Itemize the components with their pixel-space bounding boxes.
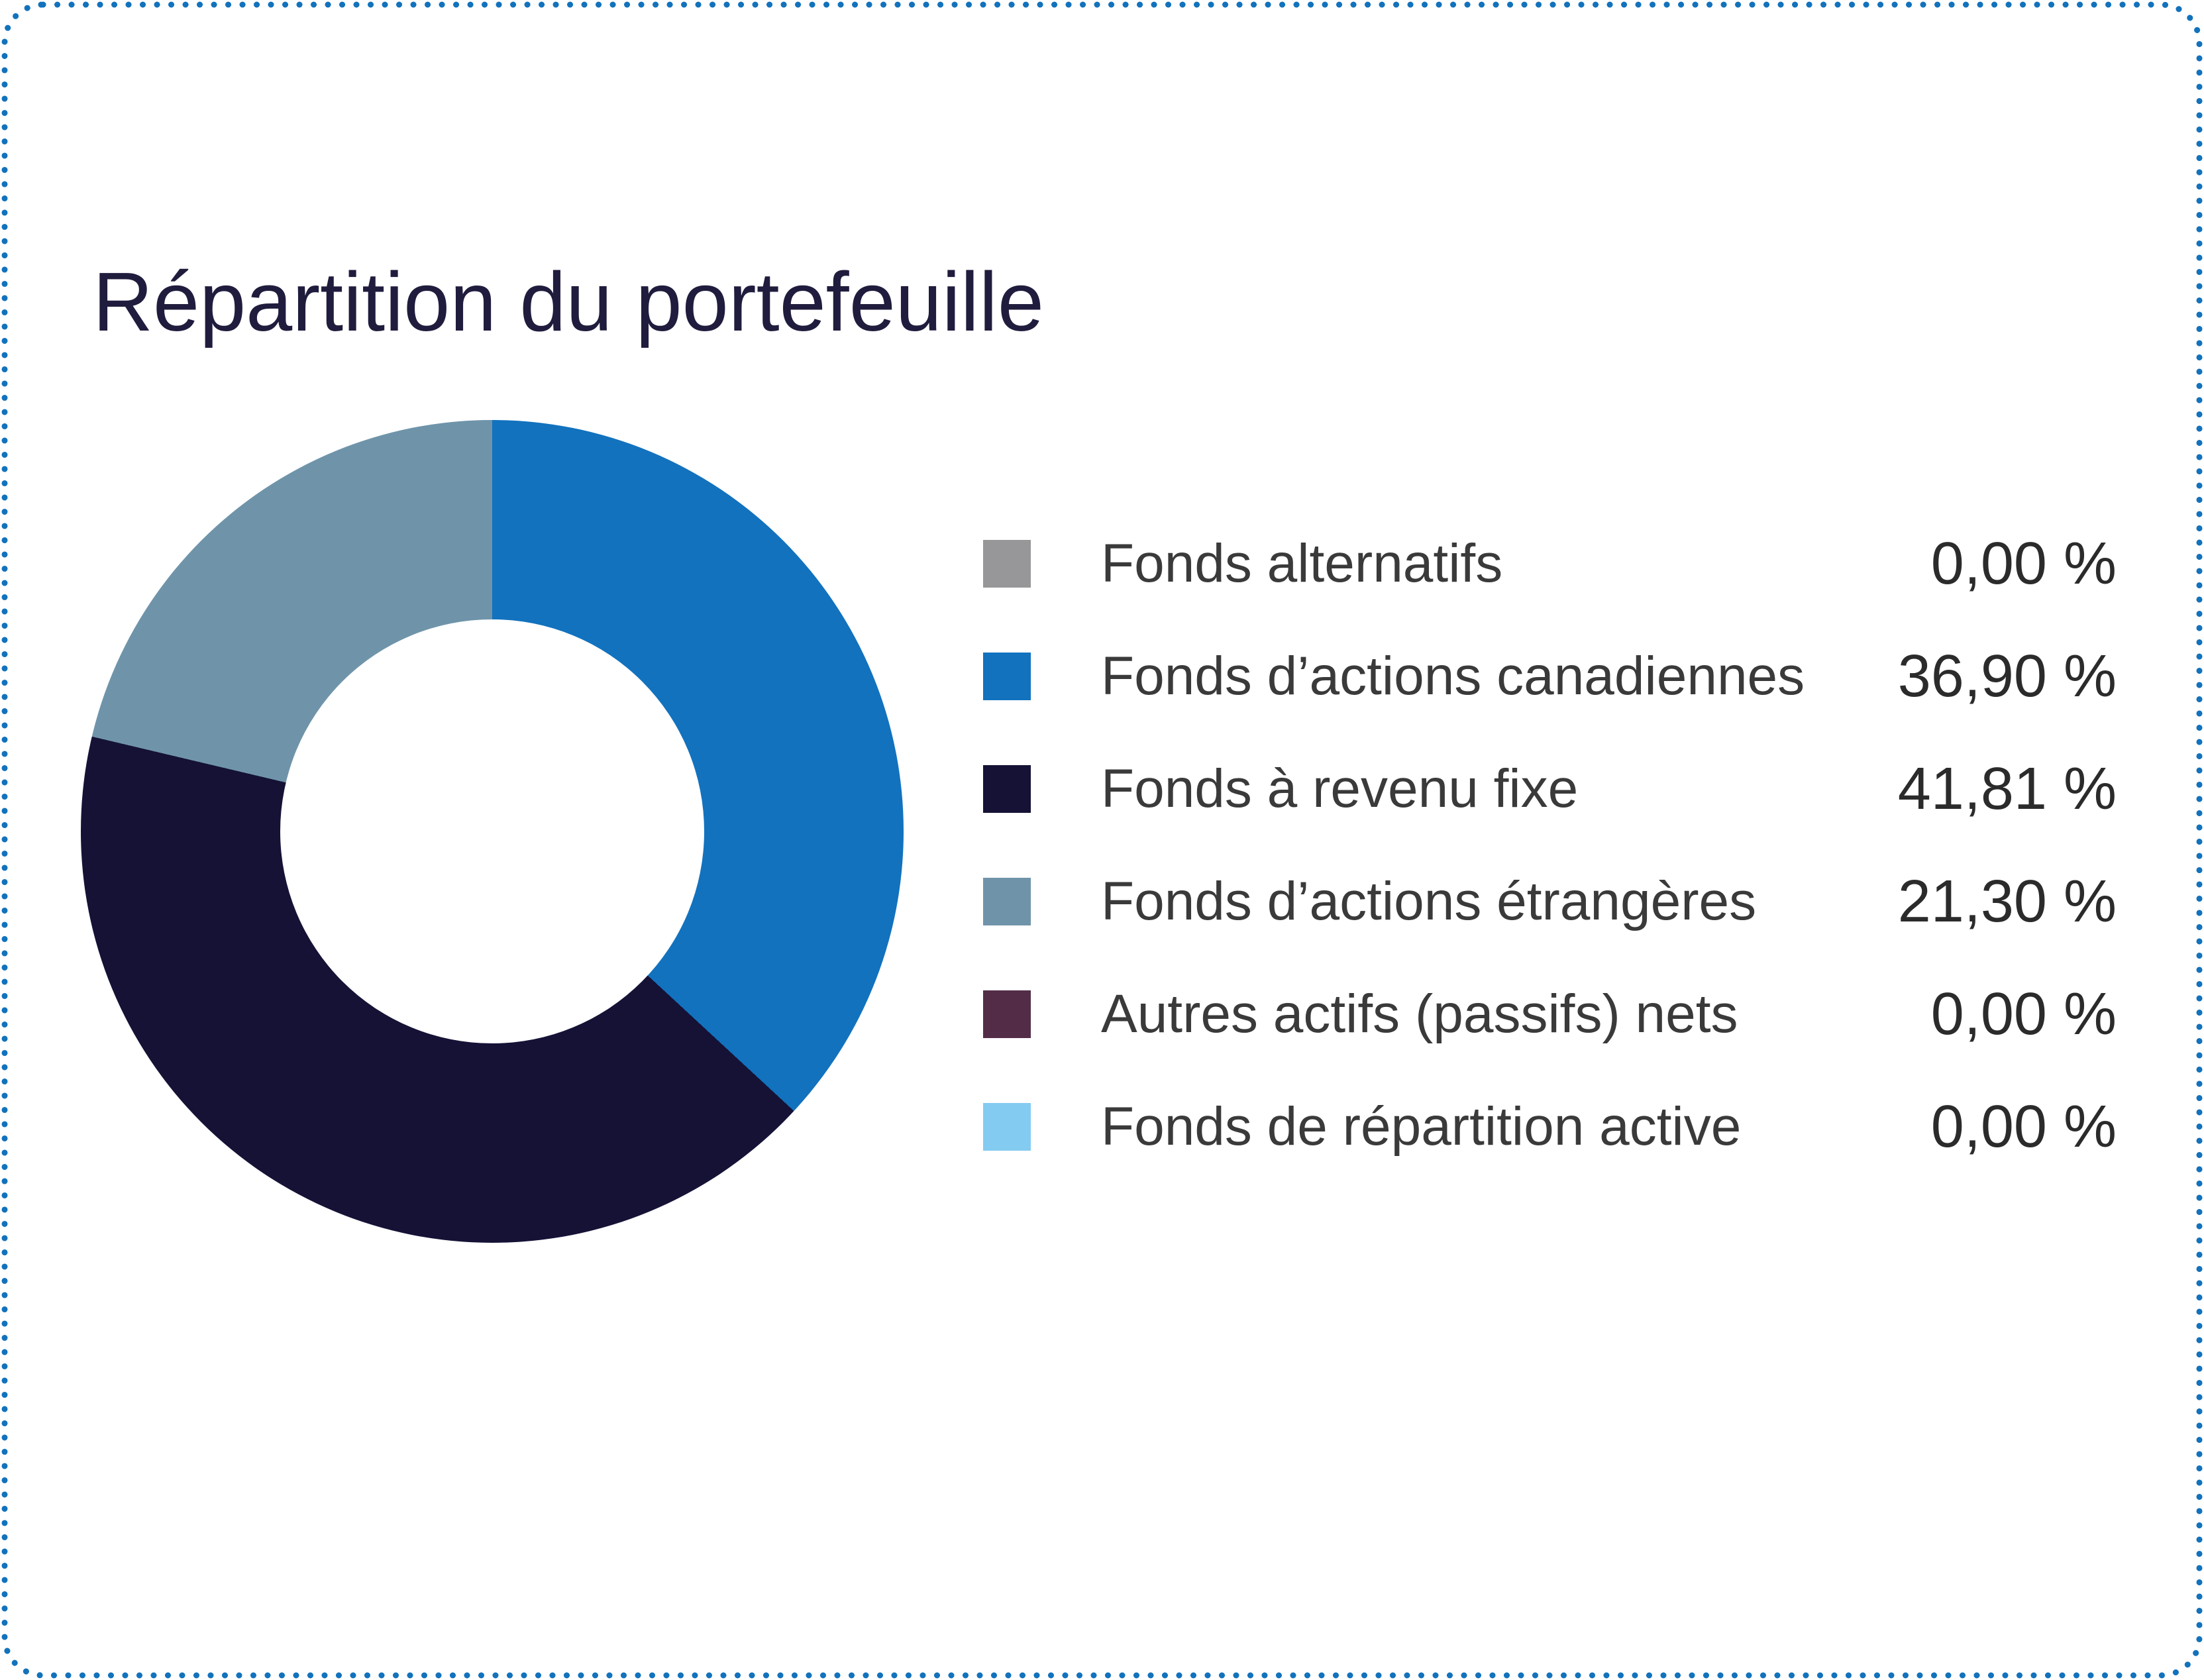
legend-swatch <box>983 653 1031 700</box>
page-title: Répartition du portefeuille <box>93 255 1044 349</box>
legend-label: Fonds de répartition active <box>1101 1096 1742 1157</box>
legend: Fonds alternatifs 0,00 % Fonds d’actions… <box>983 507 2117 1183</box>
legend-row: Fonds de répartition active 0,00 % <box>983 1071 2117 1183</box>
legend-label: Fonds d’actions étrangères <box>1101 871 1757 931</box>
legend-swatch <box>983 1103 1031 1151</box>
legend-row: Fonds d’actions canadiennes 36,90 % <box>983 620 2117 733</box>
legend-row: Fonds d’actions étrangères 21,30 % <box>983 845 2117 958</box>
legend-label: Fonds à revenu fixe <box>1101 759 1579 819</box>
legend-swatch <box>983 990 1031 1038</box>
legend-value: 0,00 % <box>1930 980 2117 1047</box>
legend-swatch <box>983 540 1031 588</box>
legend-row: Fonds alternatifs 0,00 % <box>983 507 2117 620</box>
legend-label: Fonds d’actions canadiennes <box>1101 646 1805 706</box>
legend-label: Autres actifs (passifs) nets <box>1101 984 1738 1044</box>
legend-value: 41,81 % <box>1897 755 2117 822</box>
legend-value: 36,90 % <box>1897 643 2117 709</box>
legend-value: 21,30 % <box>1897 868 2117 935</box>
legend-value: 0,00 % <box>1930 1093 2117 1160</box>
legend-value: 0,00 % <box>1930 530 2117 597</box>
legend-row: Autres actifs (passifs) nets 0,00 % <box>983 958 2117 1071</box>
legend-row: Fonds à revenu fixe 41,81 % <box>983 733 2117 845</box>
donut-chart <box>81 420 904 1243</box>
legend-swatch <box>983 765 1031 813</box>
legend-label: Fonds alternatifs <box>1101 533 1503 594</box>
donut-hole <box>280 619 704 1043</box>
legend-swatch <box>983 878 1031 925</box>
